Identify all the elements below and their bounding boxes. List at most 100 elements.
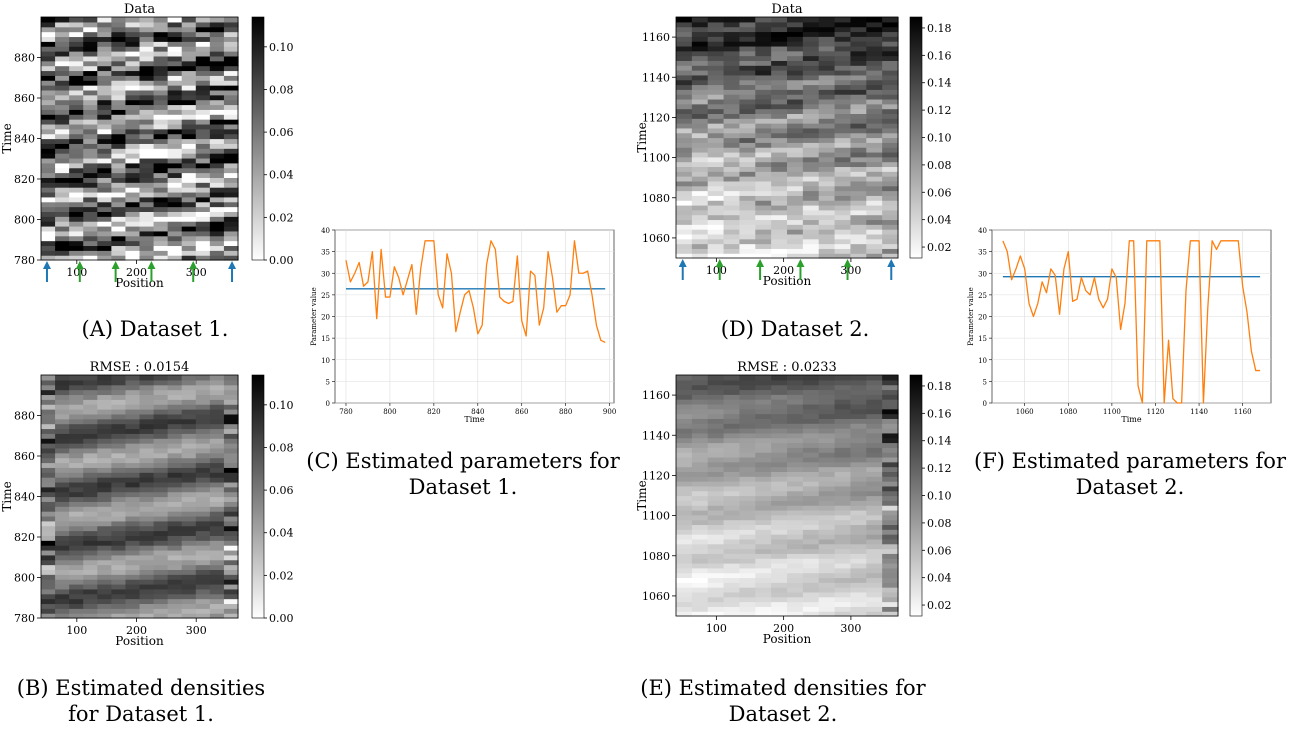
heatmap-cell xyxy=(802,229,820,235)
heatmap-cell xyxy=(55,579,70,585)
heatmap-cell xyxy=(882,31,899,37)
heatmap-cell xyxy=(55,157,70,164)
heatmap-cell xyxy=(41,148,56,154)
heatmap-cell xyxy=(41,399,56,405)
heatmap-cell xyxy=(834,151,852,158)
heatmap-cell xyxy=(97,206,112,212)
heatmap-cell xyxy=(41,201,56,208)
heatmap-cell xyxy=(97,167,112,174)
heatmap-cell xyxy=(739,543,756,550)
heatmap-cell xyxy=(125,438,141,444)
heatmap-cell xyxy=(181,506,197,512)
heatmap-cell xyxy=(866,224,883,230)
heatmap-cell xyxy=(111,515,127,522)
heatmap-cell xyxy=(111,506,127,512)
heatmap-cell xyxy=(866,490,883,497)
heatmap-cell xyxy=(97,428,112,434)
y-tick-label: 1160 xyxy=(642,389,670,402)
heatmap-cell xyxy=(755,476,772,482)
heatmap-cell xyxy=(153,394,169,400)
heatmap-cell xyxy=(707,601,725,607)
heatmap-cell xyxy=(691,248,709,254)
heatmap-cell xyxy=(866,65,883,71)
heatmap-cell xyxy=(802,384,820,391)
heatmap-cell xyxy=(153,375,169,381)
heatmap-cell xyxy=(167,375,183,381)
heatmap-cell xyxy=(818,156,836,163)
heatmap-cell xyxy=(739,55,756,61)
x-axis-label: Position xyxy=(115,276,164,290)
heatmap-cell xyxy=(676,399,693,405)
heatmap-cell xyxy=(882,132,899,139)
heatmap-cell xyxy=(866,50,883,57)
heatmap-cell xyxy=(125,598,141,605)
heatmap-cell xyxy=(691,529,709,535)
heatmap-cell xyxy=(125,216,141,222)
heatmap-cell xyxy=(153,433,169,439)
y-tick-label: 780 xyxy=(14,612,35,625)
heatmap-cell xyxy=(223,535,239,541)
heatmap-cell xyxy=(97,491,112,498)
heatmap-cell xyxy=(223,196,239,203)
heatmap-cell xyxy=(723,156,741,163)
heatmap-cell xyxy=(707,509,725,516)
heatmap-cell xyxy=(850,219,867,225)
heatmap-cell xyxy=(707,524,725,530)
heatmap-cell xyxy=(69,148,84,154)
heatmap-cell xyxy=(195,26,211,33)
heatmap-cell xyxy=(882,567,899,574)
heatmap-cell xyxy=(802,127,820,134)
heatmap-cell xyxy=(153,85,169,91)
heatmap-cell xyxy=(181,447,197,454)
heatmap-cell xyxy=(111,85,127,91)
heatmap-cell xyxy=(97,221,112,227)
heatmap-cell xyxy=(181,36,197,42)
heatmap-cell xyxy=(818,248,836,254)
heatmap-cell xyxy=(850,611,867,617)
heatmap-cell xyxy=(97,501,112,507)
heatmap-cell xyxy=(111,579,127,585)
heatmap-cell xyxy=(223,515,239,522)
heatmap-cell xyxy=(755,200,772,206)
heatmap-cell xyxy=(834,74,852,81)
heatmap-cell xyxy=(787,45,804,52)
heatmap-cell xyxy=(209,128,225,135)
heatmap-cell xyxy=(55,65,70,72)
heatmap-cell xyxy=(181,462,197,468)
heatmap-cell xyxy=(111,389,127,396)
heatmap-cell xyxy=(167,559,183,566)
heatmap-cell xyxy=(691,423,709,429)
y-tick-label: 0 xyxy=(326,400,330,408)
heatmap-cell xyxy=(69,109,84,115)
colorbar-tick-label: 0.02 xyxy=(927,599,952,612)
heatmap-cell xyxy=(209,588,225,595)
heatmap-cell xyxy=(209,608,225,614)
heatmap-cell xyxy=(755,98,772,105)
y-tick-label: 820 xyxy=(14,531,35,544)
heatmap-cell xyxy=(818,55,836,61)
heatmap-cell xyxy=(167,240,183,247)
heatmap-cell xyxy=(707,17,725,23)
heatmap-cell xyxy=(802,403,820,410)
heatmap-cell xyxy=(181,60,197,67)
heatmap-cell xyxy=(139,148,155,154)
heatmap-cell xyxy=(802,204,820,211)
heatmap-cell xyxy=(850,447,867,453)
heatmap-cell xyxy=(209,109,225,115)
heatmap-cell xyxy=(139,593,155,600)
heatmap-cell xyxy=(97,153,112,159)
heatmap-cell xyxy=(882,611,899,617)
heatmap-cell xyxy=(181,530,197,536)
heatmap-cell xyxy=(153,153,169,159)
heatmap-cell xyxy=(818,50,836,57)
heatmap-cell xyxy=(866,166,883,172)
heatmap-cell xyxy=(83,60,98,67)
heatmap-cell xyxy=(153,109,169,115)
heatmap-cell xyxy=(707,428,725,434)
heatmap-cell xyxy=(41,221,56,227)
heatmap-cell xyxy=(707,500,725,506)
caption-a: (A) Dataset 1. xyxy=(81,317,229,341)
heatmap-cell xyxy=(866,21,883,28)
heatmap-cell xyxy=(882,224,899,230)
heatmap-cell xyxy=(209,511,225,517)
